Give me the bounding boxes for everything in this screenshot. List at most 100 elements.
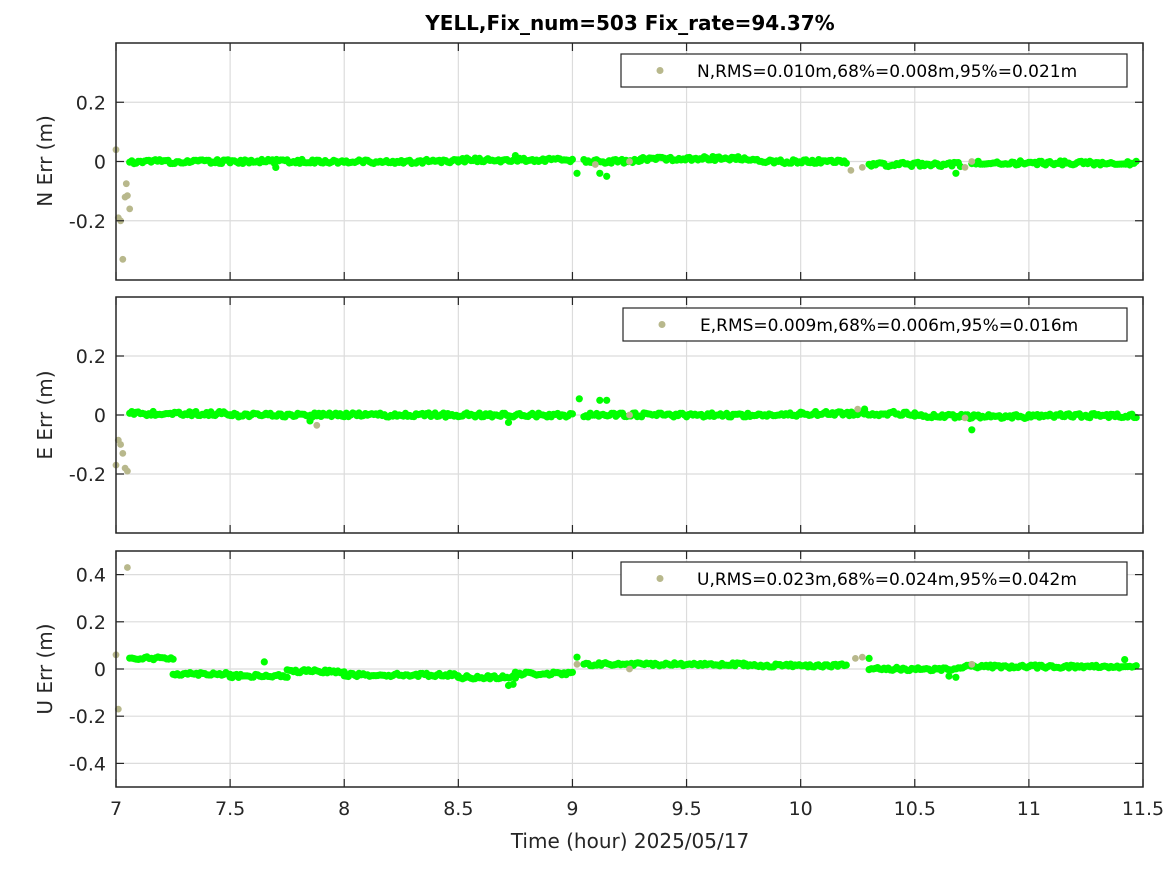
y-tick-label-east: -0.2 <box>69 464 106 486</box>
y-tick-label-up: 0.2 <box>76 612 106 634</box>
x-tick-label: 8 <box>338 798 350 820</box>
fixed-point-north <box>568 155 577 163</box>
fixed-point-up <box>283 673 291 681</box>
x-axis-label: Time (hour) 2025/05/17 <box>510 829 749 853</box>
float-point-north <box>122 180 130 188</box>
float-point-east <box>626 411 633 419</box>
x-tick-label: 9 <box>566 798 578 820</box>
legend-marker-east <box>658 321 666 328</box>
float-point-north <box>858 164 866 171</box>
ticks-north: 0.2 0 -0.2 <box>69 43 1144 280</box>
float-point-east <box>961 414 969 422</box>
fixed-point-up <box>945 672 953 680</box>
legend-marker-north <box>656 67 664 74</box>
legend-marker-up <box>656 575 664 582</box>
fixed-point-north <box>952 169 960 177</box>
float-point-up <box>968 660 976 668</box>
fixed-point-up <box>169 655 177 663</box>
panel-up: U Err (m) 0.4 0.2 0 -0.2 -0.4 U,RMS=0.023m,6… <box>33 550 1164 853</box>
fixed-point-east <box>504 418 513 426</box>
fixed-point-east <box>603 396 611 404</box>
fixed-point-up <box>1121 656 1129 664</box>
y-tick-label-up: 0 <box>94 659 106 681</box>
fixed-point-east <box>575 395 583 403</box>
float-point-up <box>124 564 131 571</box>
ticks-up: 0.4 0.2 0 -0.2 -0.4 <box>69 551 1144 787</box>
x-ticks: 7 7.5 8 8.5 9 9.5 10 10.5 11 11.5 <box>110 798 1164 820</box>
y-tick-label-north: 0.2 <box>76 92 106 114</box>
panel-north: N Err (m) 0.2 0 -0.2 N,RMS=0.010m,68%=0.00… <box>33 42 1144 281</box>
float-point-up <box>858 653 866 661</box>
fixed-point-north <box>511 152 519 160</box>
float-point-up <box>573 660 581 668</box>
fixed-point-north <box>573 169 581 177</box>
legend-label-north: N,RMS=0.010m,68%=0.008m,95%=0.021m <box>697 62 1077 82</box>
float-point-north <box>124 192 131 200</box>
x-tick-label: 10.5 <box>894 798 936 820</box>
float-point-up <box>852 655 859 662</box>
fixed-point-east <box>1132 413 1140 422</box>
y-tick-label-north: 0 <box>94 152 106 174</box>
float-point-east <box>854 405 862 413</box>
fixed-point-up <box>952 673 960 681</box>
data-points-up <box>112 564 1140 713</box>
legend-up: U,RMS=0.023m,68%=0.024m,95%=0.042m <box>620 561 1128 596</box>
float-point-north <box>626 158 633 165</box>
x-tick-label: 8.5 <box>443 798 473 820</box>
legend-box-up <box>620 561 1128 596</box>
x-tick-label: 7 <box>110 798 122 820</box>
data-points-north <box>112 146 1140 263</box>
legend-label-east: E,RMS=0.009m,68%=0.006m,95%=0.016m <box>700 316 1078 336</box>
y-tick-label-east: 0.2 <box>76 346 106 368</box>
y-tick-label-up: 0.4 <box>76 565 106 587</box>
float-point-up <box>626 665 633 673</box>
legend-east: E,RMS=0.009m,68%=0.006m,95%=0.016m <box>622 307 1128 342</box>
x-tick-label: 9.5 <box>671 798 701 820</box>
fixed-point-east <box>596 396 604 404</box>
fixed-point-up <box>865 654 873 663</box>
float-point-east <box>124 467 131 475</box>
y-axis-label-up: U Err (m) <box>33 623 57 714</box>
fixed-point-east <box>306 417 314 425</box>
legend-box-east <box>622 307 1128 342</box>
legend-north: N,RMS=0.010m,68%=0.008m,95%=0.021m <box>620 53 1128 88</box>
y-tick-label-north: -0.2 <box>69 211 106 233</box>
float-point-east <box>119 450 127 457</box>
float-point-north <box>961 164 969 171</box>
float-point-north <box>126 205 134 213</box>
float-point-north <box>968 158 976 165</box>
fixed-point-up <box>1132 662 1140 670</box>
float-point-north <box>119 255 127 263</box>
x-tick-label: 11 <box>1017 798 1041 820</box>
fixed-point-up <box>568 668 577 676</box>
legend-label-up: U,RMS=0.023m,68%=0.024m,95%=0.042m <box>697 570 1077 590</box>
data-points-east <box>112 395 1140 475</box>
fixed-point-north <box>596 169 604 177</box>
x-tick-label: 10 <box>789 798 813 820</box>
float-point-north <box>847 167 855 174</box>
x-tick-label: 7.5 <box>215 798 245 820</box>
float-point-north <box>591 161 599 168</box>
y-axis-label-north: N Err (m) <box>33 115 57 207</box>
fixed-point-up <box>573 653 581 661</box>
legend-box-north <box>620 53 1128 88</box>
float-point-east <box>313 421 321 429</box>
fixed-point-north <box>603 172 611 180</box>
y-axis-label-east: E Err (m) <box>33 370 57 459</box>
y-tick-label-up: -0.4 <box>69 753 106 775</box>
fixed-point-up <box>260 658 268 666</box>
fixed-point-up <box>842 661 850 669</box>
chart-title: YELL,Fix_num=503 Fix_rate=94.37% <box>424 11 834 35</box>
y-tick-label-up: -0.2 <box>69 706 106 728</box>
float-point-east <box>117 441 124 448</box>
fixed-point-east <box>568 410 577 418</box>
fixed-point-north <box>272 163 280 171</box>
fixed-point-north <box>842 159 850 167</box>
ticks-east: 0.2 0 -0.2 <box>69 297 1144 533</box>
y-tick-label-east: 0 <box>94 405 106 427</box>
fixed-point-east <box>861 405 869 413</box>
x-tick-label: 11.5 <box>1122 798 1164 820</box>
fixed-point-up <box>509 680 517 688</box>
